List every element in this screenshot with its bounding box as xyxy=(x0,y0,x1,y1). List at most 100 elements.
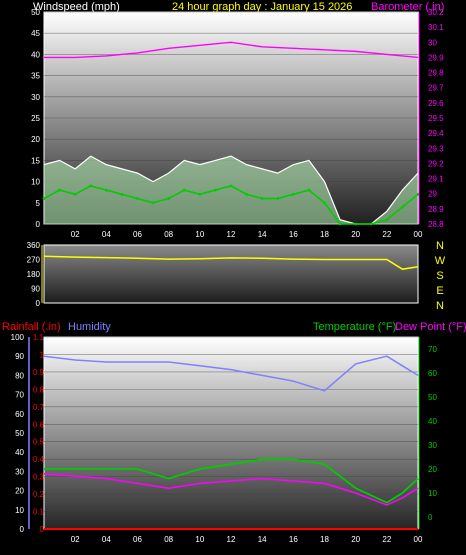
wind-speed-point xyxy=(42,197,46,200)
barometer-tick-label: 29.2 xyxy=(428,159,444,168)
wind-speed-point xyxy=(73,192,77,196)
windspeed-tick-label: 15 xyxy=(31,156,40,165)
humidity-tick-label: 80 xyxy=(15,371,24,380)
windspeed-tick-label: 25 xyxy=(31,114,40,123)
x-tick-label: 02 xyxy=(71,535,80,544)
wind-speed-point xyxy=(401,205,404,209)
rainfall-tick-label: 0.2 xyxy=(33,490,45,499)
wind-grid xyxy=(44,11,418,225)
humidity-line xyxy=(43,355,419,392)
x-tick-label: 14 xyxy=(258,535,267,544)
wind-speed-point xyxy=(307,188,311,192)
temperature-tick-label: 10 xyxy=(428,489,437,498)
direction-letter: W xyxy=(435,255,446,267)
humidity-tick-label: 40 xyxy=(15,448,24,457)
direction-axis: 0 90 180 270 360 xyxy=(27,241,43,308)
humidity-tick-label: 50 xyxy=(15,429,24,438)
wind-speed-point xyxy=(151,201,155,205)
windspeed-label: Windspeed (mph) xyxy=(33,1,120,13)
barometer-tick-label: 29.9 xyxy=(428,53,444,62)
wind-speed-point xyxy=(245,192,248,196)
windspeed-tick-label: 40 xyxy=(31,50,40,59)
x-tick-label: 08 xyxy=(164,535,173,544)
windspeed-tick-label: 10 xyxy=(31,178,40,187)
wind-speed-point xyxy=(214,188,217,192)
humidity-tick-label: 60 xyxy=(15,410,24,419)
humidity-tick-label: 100 xyxy=(11,333,25,342)
humidity-tick-label: 20 xyxy=(15,487,24,496)
wind-speed-point xyxy=(229,184,233,188)
direction-line xyxy=(43,255,419,270)
x-tick-label: 16 xyxy=(289,230,298,239)
wind-speed-point xyxy=(198,192,202,196)
temperature-tick-label: 60 xyxy=(428,369,437,378)
direction-tick-label: 90 xyxy=(31,285,40,294)
wind-speed-point xyxy=(291,192,295,196)
temperature-tick-label: 30 xyxy=(428,441,437,450)
temperature-tick-label: 20 xyxy=(428,465,437,474)
barometer-series xyxy=(44,41,419,59)
direction-letter: E xyxy=(436,285,443,297)
dewpoint-series xyxy=(43,473,419,506)
rainfall-tick-label: 0 xyxy=(40,525,45,534)
barometer-tick-label: 29 xyxy=(428,190,437,199)
rainfall-tick-label: 0.6 xyxy=(33,420,45,429)
barometer-tick-label: 29.4 xyxy=(428,129,444,138)
wind-speed-point xyxy=(104,188,108,192)
barometer-tick-label: 28.9 xyxy=(428,205,444,214)
rainfall-tick-label: 1.1 xyxy=(33,333,45,342)
direction-tick-label: 360 xyxy=(27,241,41,250)
humidity-tick-label: 10 xyxy=(15,506,24,515)
wind-speed-point xyxy=(120,192,124,196)
humidity-series xyxy=(43,355,419,392)
x-tick-label: 02 xyxy=(71,230,80,239)
windspeed-tick-label: 45 xyxy=(31,29,40,38)
barometer-tick-label: 29.1 xyxy=(428,175,444,184)
x-tick-label: 16 xyxy=(289,535,298,544)
windspeed-tick-label: 5 xyxy=(36,199,41,208)
x-tick-label: 20 xyxy=(351,230,360,239)
direction-series xyxy=(43,255,419,270)
rainfall-tick-label: 0.8 xyxy=(33,385,45,394)
temperature-x-axis: 02 04 06 08 10 12 14 16 18 20 22 00 xyxy=(71,535,423,544)
humidity-tick-label: 70 xyxy=(15,391,24,400)
barometer-tick-label: 28.8 xyxy=(428,220,444,229)
temperature-axis: 0 10 20 30 40 50 60 70 xyxy=(418,337,437,529)
wind-speed-point xyxy=(260,197,264,200)
humidity-tick-label: 0 xyxy=(20,525,25,534)
wind-speed-point xyxy=(136,197,139,200)
x-tick-label: 10 xyxy=(195,535,204,544)
temperature-tick-label: 50 xyxy=(428,393,437,402)
rainfall-tick-label: 0.9 xyxy=(33,368,45,377)
windspeed-tick-label: 20 xyxy=(31,135,40,144)
barometer-tick-label: 30.1 xyxy=(428,23,444,32)
direction-letter: S xyxy=(436,270,443,282)
barometer-tick-label: 29.7 xyxy=(428,84,444,93)
wind-speed-point xyxy=(369,222,373,226)
x-tick-label: 10 xyxy=(195,230,204,239)
barometer-tick-label: 29.8 xyxy=(428,69,444,78)
rainfall-axis: 0 0.1 0.2 0.3 0.4 0.5 0.6 0.7 0.8 0.9 1 1.1 xyxy=(33,333,45,534)
wind-speed-point xyxy=(385,218,389,222)
x-tick-label: 12 xyxy=(227,230,236,239)
barometer-tick-label: 30 xyxy=(428,38,437,47)
temperature-tick-label: 70 xyxy=(428,345,437,354)
wind-speed-point xyxy=(58,188,61,192)
wind-x-axis: 02 04 06 08 10 12 14 16 18 20 22 00 xyxy=(71,230,423,239)
barometer-tick-label: 29.5 xyxy=(428,114,444,123)
windspeed-tick-label: 35 xyxy=(31,72,40,81)
x-tick-label: 04 xyxy=(102,230,111,239)
x-tick-label: 12 xyxy=(227,535,236,544)
rainfall-label: Rainfall (.in) xyxy=(2,321,61,333)
barometer-axis: 28.8 28.9 29 29.1 29.2 29.3 29.4 29.5 29.6 29.7 29… xyxy=(418,8,444,229)
barometer-line xyxy=(44,41,419,59)
dewpoint-line xyxy=(43,473,419,506)
windspeed-tick-label: 50 xyxy=(31,8,40,17)
temperature-series xyxy=(44,458,419,504)
wind-speed-point xyxy=(182,188,186,192)
rainfall-tick-label: 0.7 xyxy=(33,403,45,412)
wind-speed-point xyxy=(89,184,93,188)
barometer-label: Barometer (.in) xyxy=(371,1,444,13)
wind-speed-series xyxy=(42,184,420,226)
rainfall-tick-label: 0.1 xyxy=(33,508,45,517)
